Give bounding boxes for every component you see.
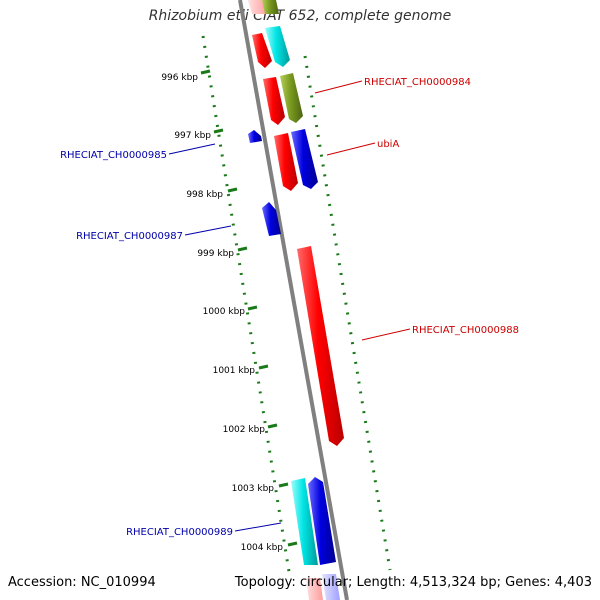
tick-label-1003: 1003 kbp [232,484,275,494]
topology-text: Topology: circular; Length: 4,513,324 bp… [234,575,592,590]
gene-red-ubiA[interactable] [274,133,298,191]
tick-label-998: 998 kbp [186,190,223,200]
accession-text: Accession: NC_010994 [8,575,156,590]
tick-1000 [247,305,258,311]
gene-red-top[interactable] [252,33,272,68]
gene-blue-ubiA[interactable] [291,129,318,189]
leader-line-984 [314,80,363,94]
leader-line-987 [184,225,232,236]
tick-1002 [267,423,278,429]
tick-label-997: 997 kbp [174,131,211,141]
leader-line-ubiA [326,142,376,156]
feature-label-989[interactable]: RHECIAT_CH0000989 [126,527,233,538]
leader-line-988 [361,328,411,341]
leader-line-989 [234,522,282,532]
gene-olive-top[interactable] [262,0,279,14]
feature-label-ubiA[interactable]: ubiA [377,139,399,150]
gene-olive-984[interactable] [280,73,303,123]
gene-cyan-top[interactable] [265,26,290,67]
gene-features [248,0,344,600]
genome-title: Rhizobium etli CIAT 652, complete genome [148,8,452,24]
tick-1004 [287,541,298,547]
genome-backbone [238,0,349,600]
tick-998 [227,187,238,193]
gene-blue-987[interactable] [262,202,281,236]
tick-1001 [258,364,269,370]
leader-line-985 [168,143,216,155]
feature-label-984[interactable]: RHECIAT_CH0000984 [364,77,471,88]
tick-label-996: 996 kbp [161,73,198,83]
tick-997 [213,128,224,134]
tick-999 [237,246,248,252]
tick-label-1004: 1004 kbp [241,543,284,553]
feature-labels: RHECIAT_CH0000984 ubiA RHECIAT_CH0000985… [60,77,519,538]
gene-pale-red-bottom[interactable] [306,578,323,600]
tick-label-1001: 1001 kbp [213,366,256,376]
tick-996 [200,69,211,75]
gene-blue-989[interactable] [308,477,336,565]
tick-1003 [278,482,289,488]
gene-pale-blue-bottom[interactable] [322,574,340,600]
gene-cyan-989[interactable] [291,478,318,565]
tick-label-1002: 1002 kbp [223,425,266,435]
gene-blue-985[interactable] [248,130,262,143]
tick-label-999: 999 kbp [197,249,234,259]
feature-label-985[interactable]: RHECIAT_CH0000985 [60,150,167,161]
feature-label-987[interactable]: RHECIAT_CH0000987 [76,231,183,242]
scale-ticks: 996 kbp 997 kbp 998 kbp 999 kbp 1000 kbp… [161,69,298,553]
gene-red-984[interactable] [263,77,285,125]
outer-dotted-guide [303,55,392,571]
gene-red-988[interactable] [297,246,344,446]
tick-label-1000: 1000 kbp [203,307,246,317]
inner-dotted-guide [201,35,292,579]
feature-label-988[interactable]: RHECIAT_CH0000988 [412,325,519,336]
